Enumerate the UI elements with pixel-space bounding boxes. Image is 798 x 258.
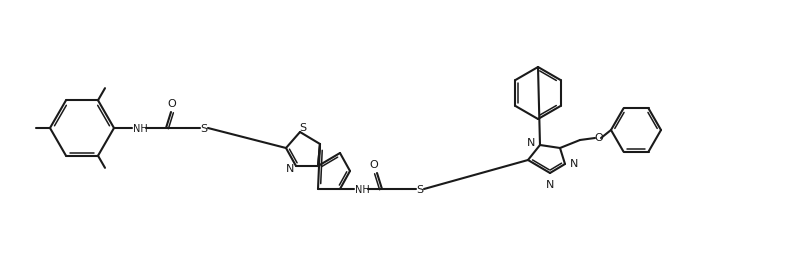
Text: N: N xyxy=(286,164,294,174)
Text: NH: NH xyxy=(355,185,369,195)
Text: N: N xyxy=(570,159,579,169)
Text: N: N xyxy=(527,138,535,148)
Text: S: S xyxy=(417,185,424,195)
Text: S: S xyxy=(299,123,306,133)
Text: N: N xyxy=(546,180,554,190)
Text: O: O xyxy=(168,99,176,109)
Text: O: O xyxy=(595,133,603,143)
Text: NH: NH xyxy=(133,124,148,134)
Text: S: S xyxy=(200,124,207,134)
Text: O: O xyxy=(369,160,378,170)
